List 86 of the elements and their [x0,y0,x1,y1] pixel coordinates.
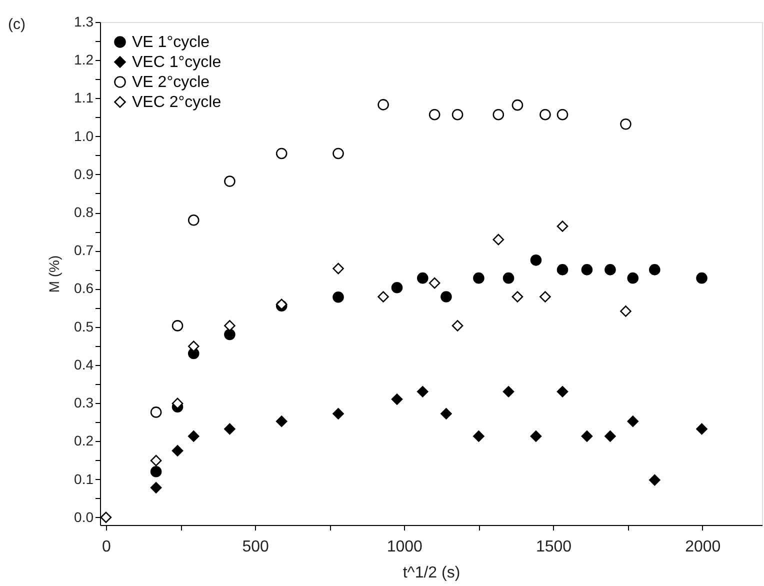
point [417,386,428,398]
point [530,430,542,442]
text: (c) [8,16,26,33]
point [452,108,464,120]
y-tick-label: 1.3 [74,14,94,30]
point [696,423,708,435]
legend-label: VEC 1°cycle [132,54,222,71]
point [627,416,639,427]
point [502,386,514,398]
y-tick-label: 0.4 [74,356,94,372]
point [581,264,593,276]
point [172,445,184,456]
point [224,423,236,435]
y-tick-label: 0.8 [74,204,94,220]
point [188,430,200,442]
point [492,234,504,246]
x-tick-label: 1500 [536,538,572,556]
y-tick-label: 0.3 [74,394,94,411]
point [556,220,568,232]
point [417,272,428,284]
point [556,264,568,276]
point [627,272,639,284]
x-tick-label: 1000 [386,538,423,556]
y-tick-label: 0.7 [74,242,94,258]
point [649,264,660,276]
point [473,430,484,442]
point [604,430,616,442]
x-tick-label: 0 [102,538,112,556]
point [530,254,542,266]
point [188,340,200,352]
point [391,394,403,405]
point [224,328,236,340]
y-tick-label: 0.5 [74,318,94,334]
point [502,272,514,284]
legend-label: VEC 2°cycle [132,94,222,111]
point [428,277,440,289]
y-tick-label: 0.1 [74,470,94,487]
point [696,272,708,284]
point [620,118,632,130]
y-tick-label: 0.2 [74,432,94,449]
point [452,320,464,332]
point [540,291,551,302]
point [150,406,162,418]
y-axis-title: M (%) [46,255,62,293]
point [150,454,162,466]
legend-label: VE 2°cycle [132,74,210,91]
y-tick-label: 1.0 [74,128,94,144]
point [378,99,389,110]
point [556,108,568,120]
point [620,306,632,317]
y-tick-label: 1.1 [74,90,94,106]
point [473,272,484,284]
y-tick-label: 0.9 [74,166,94,182]
point [540,108,551,120]
point [332,148,344,160]
point [276,148,288,160]
point [512,291,524,302]
point [391,282,403,294]
legend-label: VE 1°cycle [132,34,210,51]
point [581,430,593,442]
point [649,474,660,486]
point [100,512,112,524]
y-tick-label: 0.6 [74,280,94,296]
x-tick-label: 500 [242,538,270,556]
point [188,214,200,226]
y-tick-label: 1.2 [74,52,94,68]
point [440,408,452,420]
y-tick-label: 0.0 [74,508,94,525]
point [332,262,344,274]
point [440,291,452,302]
point [512,99,524,111]
point [604,264,616,276]
point [428,108,440,120]
x-axis-title: t^1/2 (s) [402,564,460,582]
point [224,320,236,332]
point [276,416,288,427]
point [378,291,389,302]
point [150,482,162,494]
x-tick-label: 2000 [685,538,721,556]
point [556,386,568,398]
point [224,176,236,187]
point [150,466,162,478]
point [332,408,344,420]
point [492,108,504,120]
point [332,291,344,303]
point [172,320,184,332]
